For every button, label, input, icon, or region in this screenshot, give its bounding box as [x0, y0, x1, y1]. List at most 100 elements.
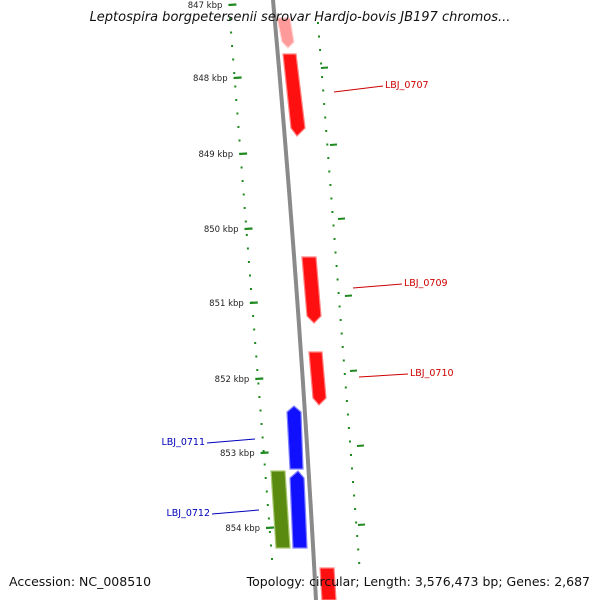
tick-dot	[346, 413, 349, 416]
gene-leader-line	[333, 85, 384, 93]
gene-label[interactable]: LBJ_0710	[410, 368, 454, 379]
tick-dot	[265, 490, 268, 493]
tick-dot	[342, 359, 345, 362]
tick-dot	[343, 373, 346, 375]
outer-tick-mark	[329, 143, 338, 146]
gene-label[interactable]: LBJ_0712	[166, 508, 210, 519]
tick-dot	[334, 251, 337, 254]
tick-dot	[235, 99, 238, 101]
kbp-tick-mark	[228, 3, 237, 7]
tick-dot	[327, 157, 330, 159]
outer-tick-mark	[320, 66, 329, 69]
tick-dot	[236, 112, 239, 115]
gene-arrow[interactable]	[286, 405, 304, 470]
tick-dot	[357, 548, 360, 551]
inner-tick-dots	[229, 18, 273, 560]
tick-dot	[347, 427, 350, 429]
tick-dot	[244, 220, 247, 223]
tick-dot	[250, 288, 252, 290]
tick-dot	[338, 305, 341, 308]
tick-dot	[266, 504, 269, 506]
outer-tick-mark	[356, 444, 365, 447]
gene-leader-line	[352, 283, 403, 289]
tick-dot	[237, 126, 240, 128]
tick-dot	[264, 477, 267, 479]
tick-dot	[330, 197, 333, 200]
tick-dot	[351, 467, 353, 470]
tick-dot	[249, 274, 251, 277]
outer-tick-mark	[337, 217, 346, 220]
tick-dot	[255, 355, 258, 358]
tick-dot	[240, 166, 243, 169]
kbp-tick-mark	[239, 152, 248, 156]
outer-tick-dots	[317, 22, 361, 564]
tick-dot	[232, 58, 235, 61]
tick-dot	[245, 234, 248, 236]
kbp-tick-mark	[244, 227, 253, 231]
tick-dot	[349, 440, 351, 443]
genome-backbone	[271, 0, 318, 601]
tick-dot	[268, 531, 271, 533]
tick-dot	[238, 139, 241, 142]
tick-dot	[233, 72, 236, 74]
tick-dot	[344, 386, 347, 389]
tick-dot	[337, 292, 340, 294]
tick-dot	[246, 247, 249, 250]
tick-dot	[354, 508, 357, 510]
tick-dot	[263, 463, 266, 466]
tick-dot	[331, 211, 334, 213]
tick-dot	[254, 342, 257, 344]
tick-dot	[258, 396, 261, 398]
kbp-tick-label: 848 kbp	[193, 74, 228, 84]
tick-dot	[234, 85, 237, 88]
gene-arrow[interactable]	[276, 17, 295, 49]
tick-dot	[257, 382, 260, 385]
tick-dot	[256, 369, 259, 371]
gene-leader-line	[358, 373, 409, 378]
tick-dot	[262, 450, 265, 452]
gene-labels: LBJ_0707 LBJ_0709 LBJ_0710 LBJ_0711 LBJ_0712	[161, 80, 453, 519]
gene-arrow[interactable]	[282, 53, 306, 137]
gene-label[interactable]: LBJ_0707	[385, 80, 429, 91]
tick-dot	[320, 62, 323, 65]
tick-dot	[323, 103, 326, 105]
outer-tick-mark	[357, 523, 366, 526]
tick-dot	[345, 400, 348, 402]
tick-dot	[243, 207, 246, 209]
kbp-tick-mark	[233, 76, 242, 80]
kbp-tick-mark	[260, 451, 269, 455]
kbp-tick-mark	[249, 301, 258, 305]
tick-dot	[324, 116, 327, 119]
gene-arrow[interactable]	[301, 256, 322, 324]
kbp-tick-label: 853 kbp	[220, 449, 255, 459]
kbp-tick-mark	[255, 377, 264, 381]
tick-dot	[332, 224, 335, 227]
tick-dot	[355, 521, 358, 524]
tick-dot	[231, 45, 234, 47]
gene-arrow[interactable]	[270, 470, 291, 549]
tick-dot	[325, 130, 328, 132]
gene-arrow[interactable]	[289, 470, 308, 549]
tick-dot	[321, 76, 324, 78]
gene-arrow[interactable]	[308, 351, 327, 406]
gene-leader-line	[206, 438, 256, 444]
tick-dot	[336, 278, 339, 281]
tick-dot	[230, 31, 233, 34]
genome-summary-text: Topology: circular; Length: 3,576,473 bp…	[246, 574, 590, 589]
tick-dot	[260, 423, 263, 425]
tick-dot	[253, 328, 256, 331]
tick-dot	[329, 184, 332, 186]
gene-label[interactable]: LBJ_0709	[404, 278, 448, 289]
tick-dot	[356, 535, 359, 537]
tick-dot	[318, 35, 320, 38]
outer-tick-mark	[349, 369, 358, 372]
gene-label[interactable]: LBJ_0711	[161, 437, 205, 448]
tick-dot	[317, 22, 319, 24]
tick-dot	[270, 544, 272, 547]
kbp-ticks: 847 kbp 848 kbp 849 kbp 850 kbp 851 kbp 852 k…	[188, 1, 366, 534]
kbp-tick-label: 851 kbp	[209, 299, 244, 309]
tick-dot	[340, 332, 343, 335]
tick-dot	[339, 319, 342, 321]
